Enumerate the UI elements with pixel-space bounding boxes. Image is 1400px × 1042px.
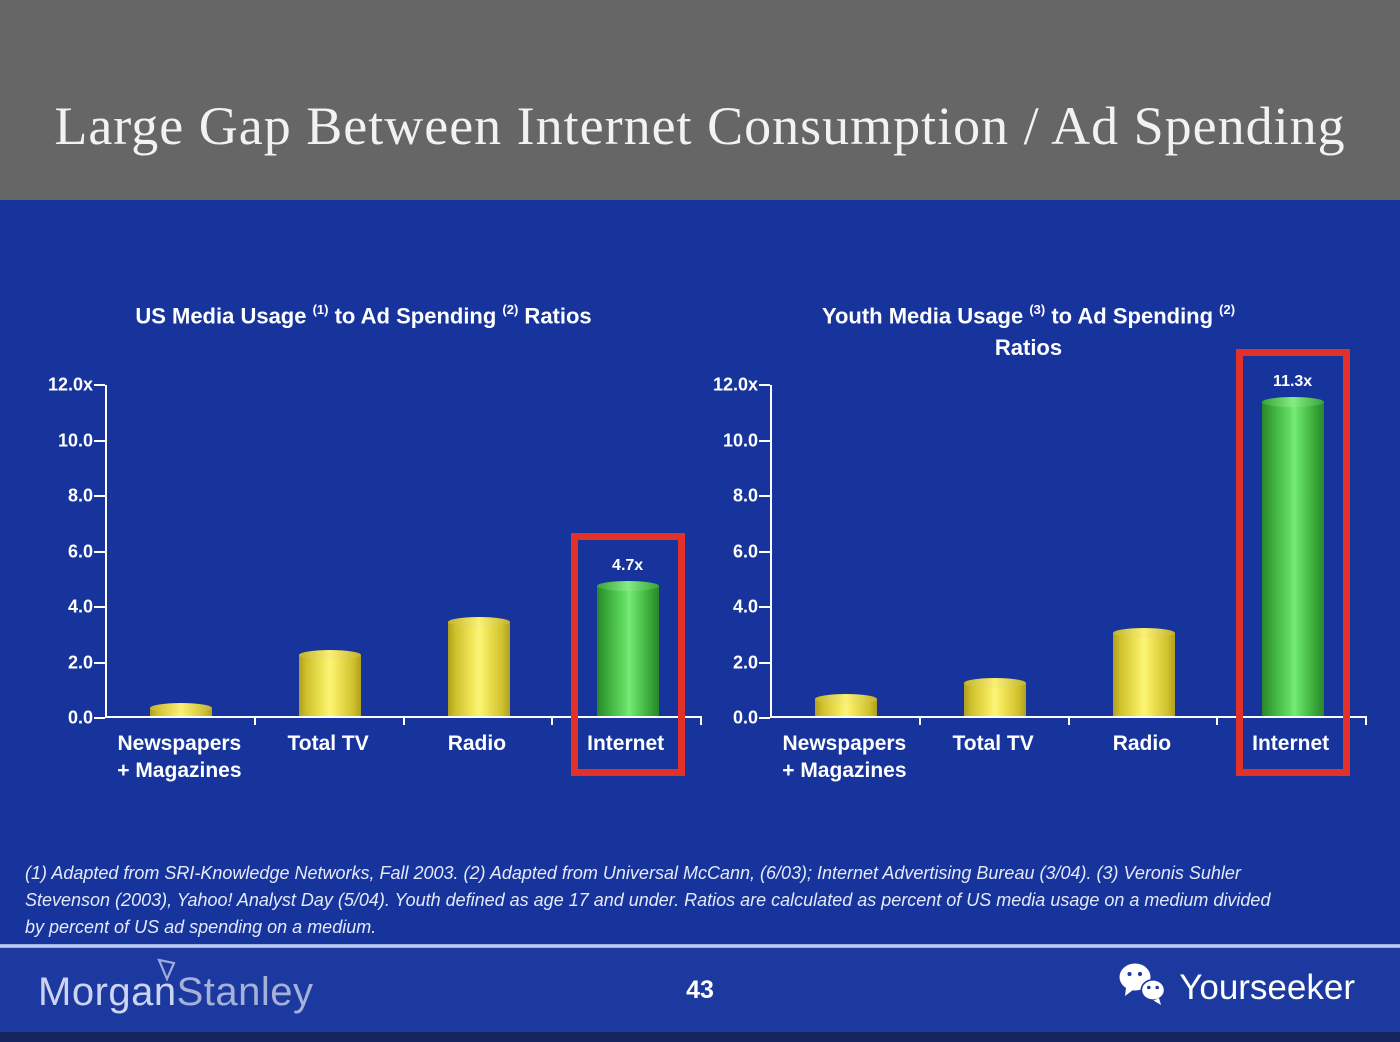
- y-tick-mark: [759, 550, 770, 553]
- y-tick-mark: [94, 495, 105, 497]
- footnote-line: (1) Adapted from SRI-Knowledge Networks,…: [25, 863, 1241, 883]
- brand-morgan: Morgan: [38, 970, 177, 1014]
- slide-body: US Media Usage (1) to Ad Spending (2) Ra…: [0, 200, 1400, 944]
- bar-top-cap: [815, 694, 878, 705]
- y-tick-label: 2.0: [732, 652, 758, 672]
- morgan-stanley-flag-icon: [156, 958, 178, 987]
- bar-newspapers-magazines: [815, 694, 878, 716]
- y-tick-label: 8.0: [67, 485, 93, 506]
- bar-internet: [596, 580, 659, 716]
- highlight-rectangle: [1235, 349, 1350, 776]
- y-tick-label: 10.0: [722, 430, 758, 450]
- y-tick-label: 4.0: [732, 596, 758, 617]
- footnote-line: by percent of US ad spending on a medium…: [25, 917, 377, 937]
- x-category-label-internet: Internet: [1252, 732, 1330, 755]
- y-axis-labels: 12.0x 10.0 8.0 6.0 4.0 2.0 0.0: [27, 375, 105, 728]
- y-tick-label: 4.0: [67, 596, 93, 617]
- y-tick-label: 8.0: [732, 485, 758, 506]
- x-tick-mark: [918, 716, 921, 725]
- y-tick-mark: [759, 661, 770, 664]
- x-category-label-newspapers-magazines: Newspapers + Magazines: [782, 732, 907, 782]
- footer: MorganStanley 43 Yourseeker: [0, 948, 1400, 1032]
- bar-top-cap: [447, 616, 510, 627]
- bar-newspapers-magazines: [150, 702, 213, 716]
- bar-top-cap: [596, 580, 659, 591]
- y-tick-mark: [759, 384, 770, 386]
- y-axis-labels: 12.0x 10.0 8.0 6.0 4.0 2.0 0.0: [692, 375, 770, 728]
- y-tick-label: 6.0: [732, 541, 758, 561]
- y-tick-mark: [94, 661, 105, 664]
- slide-title: Large Gap Between Internet Consumption /…: [54, 96, 1346, 156]
- bar-total-tv: [964, 677, 1027, 716]
- y-tick-mark: [94, 550, 105, 553]
- bottom-edge-strip: [0, 1032, 1400, 1042]
- y-tick-mark: [94, 606, 105, 608]
- y-tick-label: 6.0: [67, 541, 93, 561]
- bar-top-cap: [150, 702, 213, 713]
- y-tick-mark: [759, 495, 770, 497]
- y-tick-label: 0.0: [67, 707, 93, 728]
- footnote: (1) Adapted from SRI-Knowledge Networks,…: [25, 860, 1380, 941]
- watermark: Yourseeker: [1117, 962, 1355, 1013]
- watermark-text: Yourseeker: [1179, 967, 1355, 1007]
- bar-internet: [1261, 397, 1324, 716]
- bar-top-cap: [1112, 627, 1175, 638]
- x-axis-labels: Newspapers + Magazines Total TV Radio Inter…: [105, 730, 700, 784]
- x-category-label-total-tv: Total TV: [287, 732, 369, 755]
- bar-top-cap: [1261, 397, 1324, 408]
- y-tick-mark: [94, 384, 105, 386]
- y-tick-label: 12.0x: [712, 374, 758, 395]
- x-tick-mark: [700, 716, 702, 725]
- y-tick-mark: [759, 439, 770, 442]
- plot-area: 4.7x: [94, 384, 702, 776]
- x-category-label-internet: Internet: [587, 732, 665, 755]
- footnote-line: Stevenson (2003), Yahoo! Analyst Day (5/…: [25, 890, 1271, 910]
- bar-value-label: 4.7x: [612, 556, 644, 574]
- chart-us-media-usage: US Media Usage (1) to Ad Spending (2) Ra…: [27, 285, 702, 784]
- x-category-label-newspapers-magazines: Newspapers + Magazines: [117, 732, 242, 782]
- wechat-icon: [1117, 962, 1169, 1013]
- y-tick-label: 0.0: [732, 707, 758, 728]
- x-axis-labels: Newspapers + Magazines Total TV Radio Inter…: [770, 730, 1365, 784]
- plot-row: 12.0x 10.0 8.0 6.0 4.0 2.0 0.0 11.3x: [692, 349, 1367, 776]
- y-tick-mark: [94, 439, 105, 442]
- y-tick-label: 12.0x: [47, 374, 93, 395]
- y-tick-mark: [759, 606, 770, 608]
- x-category-label-total-tv: Total TV: [952, 732, 1034, 755]
- x-tick-mark: [253, 716, 256, 725]
- chart-title: Youth Media Usage (3) to Ad Spending (2)…: [821, 302, 1236, 361]
- brand-stanley: Stanley: [176, 970, 314, 1014]
- x-category-label-radio: Radio: [1112, 732, 1172, 755]
- footer-separator-line: [0, 944, 1400, 948]
- page-number: 43: [686, 976, 714, 1004]
- x-category-label-radio: Radio: [447, 732, 507, 755]
- x-tick-mark: [1216, 716, 1219, 725]
- plot-area: 11.3x: [759, 349, 1367, 776]
- bar-value-label: 11.3x: [1273, 373, 1313, 391]
- bar-total-tv: [299, 649, 362, 716]
- chart-title: US Media Usage (1) to Ad Spending (2) Ra…: [135, 302, 592, 329]
- x-tick-mark: [1365, 716, 1367, 725]
- highlight-rectangle: [570, 532, 685, 776]
- y-tick-mark: [759, 717, 770, 719]
- bar-top-cap: [299, 649, 362, 660]
- slide-header: Large Gap Between Internet Consumption /…: [0, 0, 1400, 200]
- chart-youth-media-usage: Youth Media Usage (3) to Ad Spending (2)…: [692, 285, 1367, 784]
- bar-top-cap: [964, 677, 1027, 688]
- bar-radio: [447, 616, 510, 716]
- y-tick-label: 10.0: [57, 430, 93, 450]
- x-tick-mark: [551, 716, 554, 725]
- y-tick-mark: [94, 717, 105, 719]
- bar-radio: [1112, 627, 1175, 716]
- morgan-stanley-logo: MorganStanley: [38, 970, 314, 1014]
- y-tick-label: 2.0: [67, 652, 93, 672]
- x-tick-mark: [402, 716, 405, 725]
- plot-row: 12.0x 10.0 8.0 6.0 4.0 2.0 0.0 4.7x: [27, 375, 702, 776]
- x-tick-mark: [1067, 716, 1070, 725]
